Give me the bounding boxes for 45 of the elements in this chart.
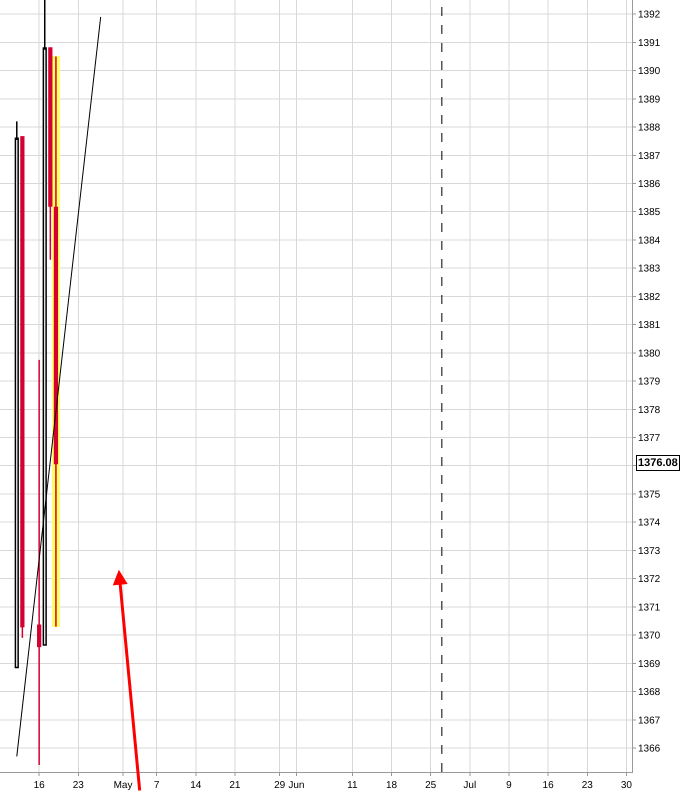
candlestick	[14, 120, 19, 668]
y-tick-label: 1380	[638, 348, 661, 360]
y-tick-label: 1375	[638, 489, 661, 500]
y-tick-label: 1367	[638, 715, 661, 726]
y-tick-label: 1384	[638, 235, 661, 246]
y-tick-label: 1388	[638, 122, 661, 134]
x-tick-label: 16	[542, 780, 554, 791]
x-tick-label: 16	[34, 780, 46, 791]
y-tick-label: 1383	[638, 264, 661, 275]
x-tick-label: 11	[347, 780, 358, 791]
x-tick-label: Jun	[288, 780, 304, 791]
x-tick-label: 14	[190, 780, 202, 791]
y-tick-label: 1368	[638, 687, 661, 698]
x-tick-label: 23	[72, 780, 84, 791]
x-tick-label: 18	[386, 780, 398, 791]
y-tick-label: 1378	[638, 404, 661, 416]
y-tick-label: 1366	[638, 744, 661, 755]
candlestick	[20, 136, 24, 639]
x-tick-label: 25	[425, 780, 437, 791]
x-tick-label: 9	[506, 780, 512, 791]
y-tick-label: 1392	[638, 10, 661, 21]
x-tick-label: Jul	[463, 780, 476, 791]
y-tick-label: 1370	[638, 630, 661, 642]
y-tick-label: 1377	[638, 433, 661, 444]
y-tick-label: 1385	[638, 207, 661, 218]
y-tick-label: 1382	[638, 292, 661, 303]
y-tick-label: 1386	[638, 178, 661, 190]
y-tick-label: 1391	[638, 38, 661, 49]
y-tick-label: 1374	[638, 518, 661, 529]
y-tick-label: 1387	[638, 150, 661, 162]
y-tick-label: 1369	[638, 658, 661, 670]
x-tick-label: 21	[229, 780, 241, 791]
x-tick-label: 29	[274, 780, 286, 791]
y-tick-label: 1389	[638, 94, 661, 106]
y-tick-label: 1371	[638, 602, 661, 614]
y-tick-label: 1379	[638, 376, 661, 388]
y-tick-label: 1390	[638, 66, 661, 78]
x-tick-label: May	[114, 780, 132, 791]
y-tick-label: 1372	[638, 574, 661, 586]
x-tick-label: 23	[582, 780, 594, 791]
text: 1376.08	[638, 457, 678, 469]
y-tick-label: 1381	[638, 320, 661, 332]
y-tick-label: 1373	[638, 546, 661, 557]
x-tick-label: 7	[154, 780, 160, 791]
x-tick-label: 30	[620, 780, 632, 791]
